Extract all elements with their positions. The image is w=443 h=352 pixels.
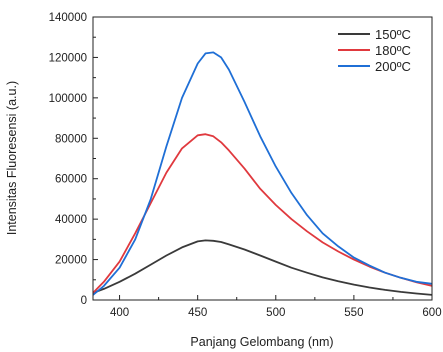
y-tick-label: 0 [81,295,87,307]
y-axis-ticks: 0 20000 40000 60000 80000 100000 120000 140000 [49,12,98,307]
legend-label: 150ºC [375,27,411,42]
x-tick-label: 550 [344,307,363,319]
x-tick-label: 400 [110,307,129,319]
y-tick-label: 120000 [49,52,87,64]
y-tick-label: 140000 [49,12,87,24]
y-tick-label: 60000 [55,174,87,186]
legend-label: 200ºC [375,59,411,74]
x-tick-label: 450 [188,307,207,319]
series-line-2 [92,51,433,296]
y-tick-label: 20000 [55,255,87,267]
y-axis-title: Intensitas Fluoresensi (a.u.) [5,81,19,235]
x-axis-ticks: 400 450 500 550 600 [110,295,442,319]
plot-lines [92,51,433,296]
y-tick-label: 80000 [55,133,87,145]
y-tick-label: 100000 [49,93,87,105]
x-tick-label: 500 [266,307,285,319]
series-line-1 [92,133,433,294]
series-line-0 [92,239,433,296]
y-tick-label: 40000 [55,214,87,226]
legend-label: 180ºC [375,43,411,58]
x-tick-label: 600 [422,307,441,319]
x-axis-title: Panjang Gelombang (nm) [190,335,333,349]
